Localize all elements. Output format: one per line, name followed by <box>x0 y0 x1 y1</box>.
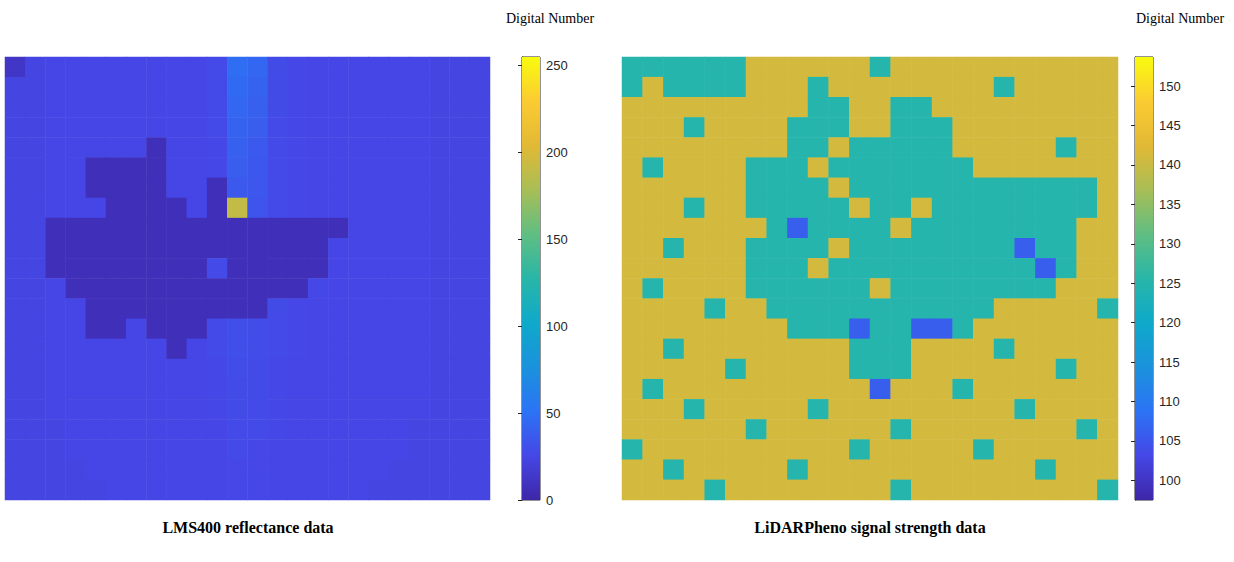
svg-text:200: 200 <box>546 145 568 160</box>
svg-text:0: 0 <box>546 493 553 508</box>
svg-text:115: 115 <box>1159 355 1180 370</box>
svg-text:135: 135 <box>1159 197 1181 212</box>
svg-text:50: 50 <box>546 406 560 421</box>
svg-text:145: 145 <box>1159 118 1181 133</box>
svg-text:150: 150 <box>1159 79 1181 94</box>
svg-text:105: 105 <box>1159 433 1181 448</box>
svg-text:125: 125 <box>1159 276 1181 291</box>
svg-text:Digital Number: Digital Number <box>1136 11 1225 26</box>
svg-text:100: 100 <box>546 319 568 334</box>
svg-text:100: 100 <box>1159 473 1181 488</box>
svg-text:LMS400 reflectance data: LMS400 reflectance data <box>162 519 333 536</box>
svg-text:110: 110 <box>1159 394 1180 409</box>
svg-text:LiDARPheno signal strength dat: LiDARPheno signal strength data <box>754 519 985 537</box>
svg-text:150: 150 <box>546 232 568 247</box>
svg-text:140: 140 <box>1159 157 1181 172</box>
svg-text:Digital Number: Digital Number <box>506 11 595 26</box>
svg-text:250: 250 <box>546 58 568 73</box>
svg-text:130: 130 <box>1159 236 1181 251</box>
svg-text:120: 120 <box>1159 315 1181 330</box>
